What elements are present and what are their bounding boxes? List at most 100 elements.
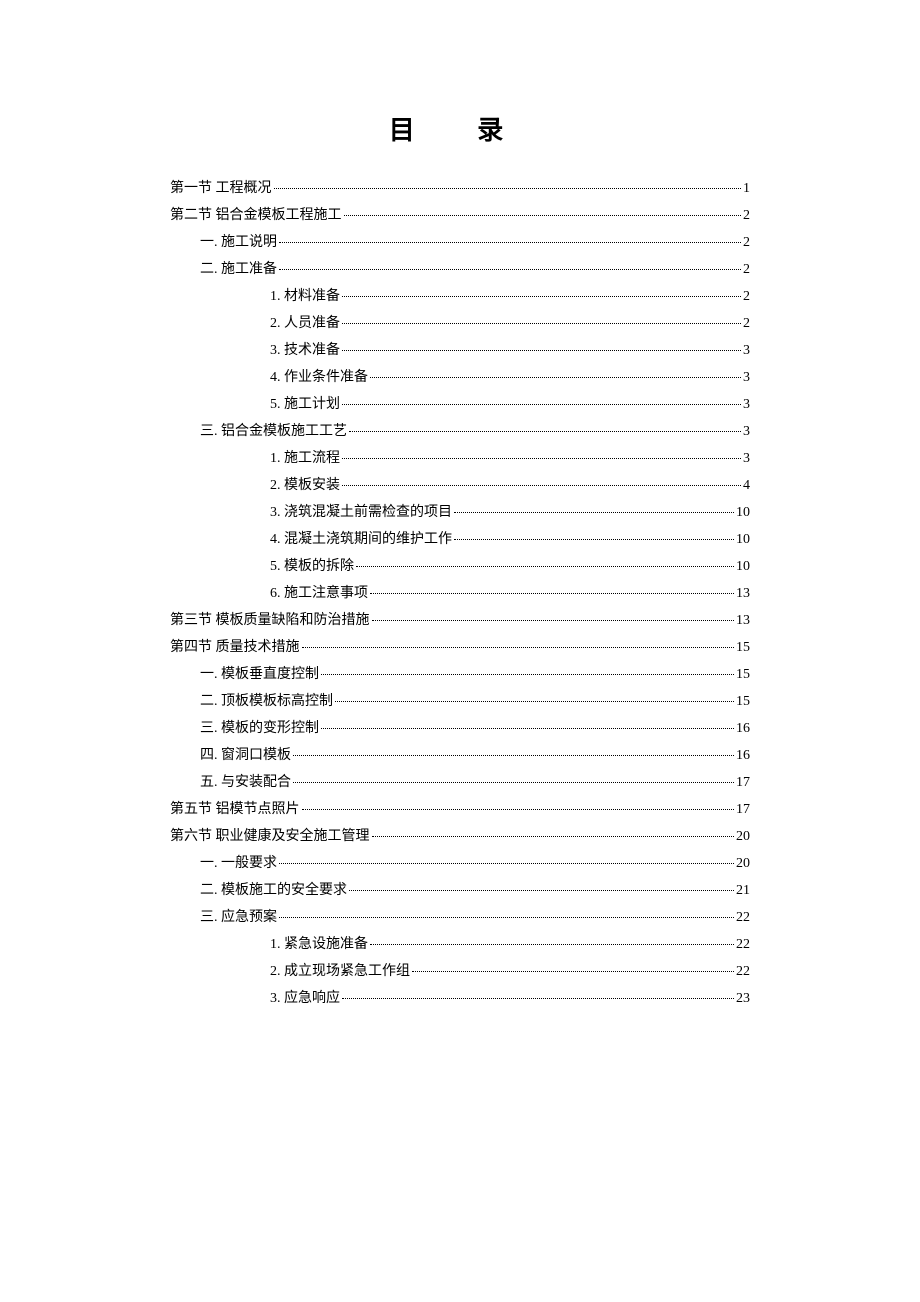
toc-dots	[342, 998, 734, 999]
toc-entry-page: 15	[736, 661, 750, 688]
toc-entry-page: 10	[736, 553, 750, 580]
toc-dots	[349, 890, 734, 891]
toc-entry-label: 4. 混凝土浇筑期间的维护工作	[270, 526, 452, 553]
toc-entry-page: 15	[736, 634, 750, 661]
toc-entry-page: 23	[736, 985, 750, 1012]
toc-entry: 三. 铝合金模板施工工艺3	[170, 418, 750, 445]
toc-dots	[342, 458, 741, 459]
toc-entry-label: 五. 与安装配合	[200, 769, 291, 796]
toc-dots	[454, 512, 734, 513]
toc-entry-label: 5. 模板的拆除	[270, 553, 354, 580]
toc-entry: 2. 成立现场紧急工作组 22	[170, 958, 750, 985]
toc-entry: 1. 材料准备2	[170, 283, 750, 310]
toc-dots	[279, 863, 734, 864]
toc-entry-label: 3. 技术准备	[270, 337, 340, 364]
toc-dots	[279, 917, 734, 918]
toc-entry-label: 1. 紧急设施准备	[270, 931, 368, 958]
toc-entry-page: 3	[743, 337, 750, 364]
toc-dots	[293, 755, 734, 756]
toc-entry: 二. 施工准备 2	[170, 256, 750, 283]
toc-dots	[274, 188, 742, 189]
toc-entry: 4. 作业条件准备3	[170, 364, 750, 391]
toc-entry-label: 1. 材料准备	[270, 283, 340, 310]
toc-entry-page: 3	[743, 445, 750, 472]
toc-entry: 一. 一般要求20	[170, 850, 750, 877]
toc-dots	[321, 674, 734, 675]
toc-dots	[342, 323, 741, 324]
toc-entry-label: 1. 施工流程	[270, 445, 340, 472]
toc-entry-page: 2	[743, 310, 750, 337]
toc-entry-label: 3. 应急响应	[270, 985, 340, 1012]
toc-entry-page: 17	[736, 769, 750, 796]
toc-entry: 2. 模板安装4	[170, 472, 750, 499]
toc-entry-page: 21	[736, 877, 750, 904]
toc-dots	[356, 566, 734, 567]
toc-dots	[293, 782, 734, 783]
toc-dots	[321, 728, 734, 729]
toc-dots	[302, 647, 735, 648]
toc-entry-page: 10	[736, 526, 750, 553]
toc-entry-label: 2. 人员准备	[270, 310, 340, 337]
toc-entry-label: 第六节 职业健康及安全施工管理	[170, 823, 370, 850]
toc-list: 第一节 工程概况1第二节 铝合金模板工程施工2一. 施工说明2二. 施工准备21…	[170, 175, 750, 1012]
toc-entry-label: 第三节 模板质量缺陷和防治措施	[170, 607, 370, 634]
toc-entry-label: 4. 作业条件准备	[270, 364, 368, 391]
toc-entry: 2. 人员准备 2	[170, 310, 750, 337]
toc-entry-page: 20	[736, 823, 750, 850]
toc-dots	[372, 620, 735, 621]
toc-entry-label: 二. 顶板模板标高控制	[200, 688, 333, 715]
toc-entry-page: 1	[743, 175, 750, 202]
toc-entry: 3. 技术准备 3	[170, 337, 750, 364]
toc-dots	[370, 377, 741, 378]
toc-entry: 二. 顶板模板标高控制 15	[170, 688, 750, 715]
toc-dots	[302, 809, 735, 810]
toc-entry-page: 2	[743, 229, 750, 256]
toc-entry-page: 13	[736, 580, 750, 607]
toc-entry: 第一节 工程概况 1	[170, 175, 750, 202]
toc-entry: 4. 混凝土浇筑期间的维护工作 10	[170, 526, 750, 553]
toc-entry-page: 10	[736, 499, 750, 526]
toc-dots	[279, 269, 741, 270]
toc-entry: 三. 应急预案22	[170, 904, 750, 931]
toc-dots	[370, 593, 734, 594]
toc-entry: 1. 施工流程 3	[170, 445, 750, 472]
toc-entry-page: 16	[736, 742, 750, 769]
toc-entry-page: 2	[743, 202, 750, 229]
toc-entry: 1. 紧急设施准备 22	[170, 931, 750, 958]
toc-entry-label: 第一节 工程概况	[170, 175, 272, 202]
toc-entry-page: 4	[743, 472, 750, 499]
toc-entry-label: 第二节 铝合金模板工程施工	[170, 202, 342, 229]
toc-entry: 一. 模板垂直度控制 15	[170, 661, 750, 688]
toc-entry: 3. 应急响应 23	[170, 985, 750, 1012]
toc-entry: 五. 与安装配合 17	[170, 769, 750, 796]
toc-entry: 第四节 质量技术措施15	[170, 634, 750, 661]
toc-title: 目 录	[170, 110, 750, 147]
toc-entry: 6. 施工注意事项 13	[170, 580, 750, 607]
toc-entry-page: 22	[736, 904, 750, 931]
toc-entry-page: 2	[743, 256, 750, 283]
toc-entry-page: 22	[736, 958, 750, 985]
toc-entry-page: 15	[736, 688, 750, 715]
toc-entry-label: 6. 施工注意事项	[270, 580, 368, 607]
toc-entry: 5. 施工计划3	[170, 391, 750, 418]
toc-entry-label: 一. 一般要求	[200, 850, 277, 877]
toc-entry: 三. 模板的变形控制16	[170, 715, 750, 742]
toc-entry: 第二节 铝合金模板工程施工 2	[170, 202, 750, 229]
toc-dots	[335, 701, 734, 702]
toc-entry-page: 16	[736, 715, 750, 742]
toc-dots	[344, 215, 742, 216]
toc-dots	[279, 242, 741, 243]
toc-entry: 5. 模板的拆除 10	[170, 553, 750, 580]
toc-entry-label: 一. 模板垂直度控制	[200, 661, 319, 688]
toc-entry: 四. 窗洞口模板16	[170, 742, 750, 769]
toc-dots	[412, 971, 734, 972]
toc-entry: 第五节 铝模节点照片17	[170, 796, 750, 823]
toc-entry-page: 22	[736, 931, 750, 958]
toc-entry-page: 3	[743, 391, 750, 418]
toc-dots	[342, 485, 741, 486]
toc-entry-label: 2. 成立现场紧急工作组	[270, 958, 410, 985]
toc-entry-page: 3	[743, 418, 750, 445]
toc-entry-label: 二. 施工准备	[200, 256, 277, 283]
toc-entry-label: 二. 模板施工的安全要求	[200, 877, 347, 904]
toc-entry-page: 13	[736, 607, 750, 634]
